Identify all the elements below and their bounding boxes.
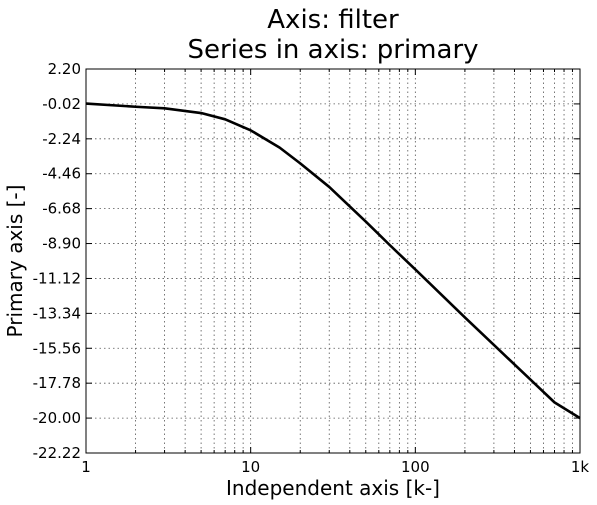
chart-title-line-1: Axis: filter <box>267 5 399 35</box>
x-tick-label: 1 <box>81 458 91 476</box>
y-tick-label: -22.22 <box>33 444 81 462</box>
x-tick-label: 1k <box>571 458 590 476</box>
ticks <box>86 68 580 454</box>
y-tick-label: -20.00 <box>33 409 81 427</box>
y-tick-label: -0.02 <box>42 95 81 113</box>
y-tick-label: 2.20 <box>48 60 81 78</box>
x-tick-label: 10 <box>241 458 260 476</box>
y-tick-label: -13.34 <box>33 304 81 322</box>
y-tick-label: -4.46 <box>42 165 81 183</box>
series-layer <box>85 102 581 420</box>
y-tick-label: -2.24 <box>42 130 81 148</box>
y-tick-label: -11.12 <box>33 269 81 287</box>
y-tick-label: -8.90 <box>42 235 81 253</box>
y-axis-label: Primary axis [-] <box>3 185 27 338</box>
x-tick-label: 100 <box>401 458 430 476</box>
y-tick-label: -6.68 <box>42 200 81 218</box>
grid <box>86 69 580 453</box>
y-tick-labels: 2.20 -0.02 -2.24 -4.46 -6.68 -8.90 -11.12 -13.3… <box>33 60 81 462</box>
x-axis-label: Independent axis [k-] <box>226 476 440 500</box>
series-line <box>85 102 581 420</box>
y-tick-label: -17.78 <box>33 374 81 392</box>
chart-title-line-2: Series in axis: primary <box>187 35 478 65</box>
y-tick-label: -15.56 <box>33 339 81 357</box>
plot-frame <box>85 68 581 454</box>
x-tick-labels: 1 10 100 1k <box>81 458 589 476</box>
